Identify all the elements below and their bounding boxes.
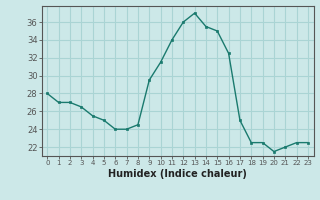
X-axis label: Humidex (Indice chaleur): Humidex (Indice chaleur) [108,169,247,179]
